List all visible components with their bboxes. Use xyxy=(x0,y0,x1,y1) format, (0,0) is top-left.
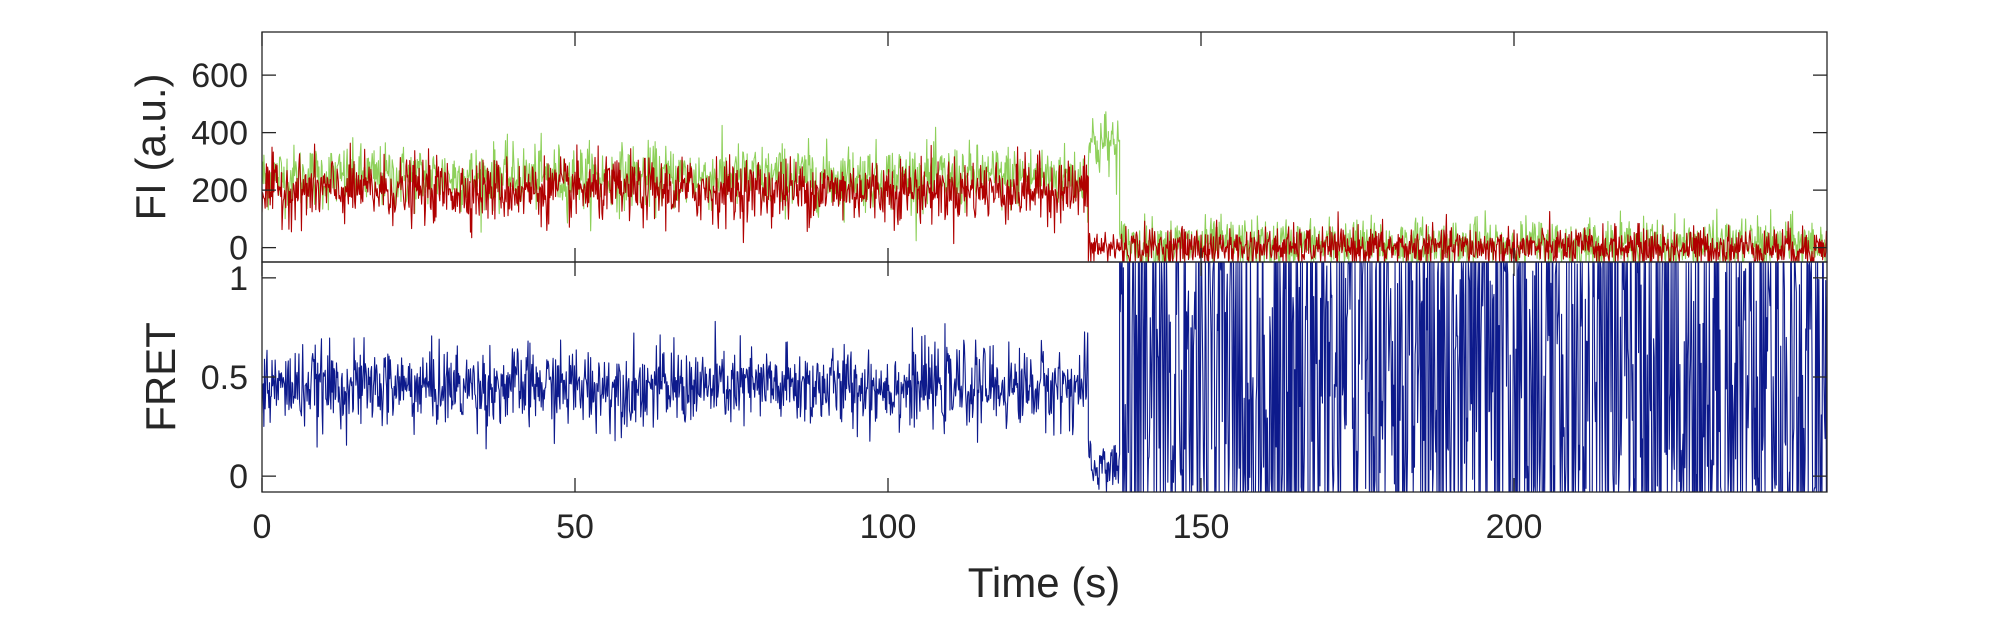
top-series-line-1 xyxy=(262,142,1827,262)
top-y-tick-label: 600 xyxy=(191,57,248,95)
top-series-line-0 xyxy=(262,111,1827,262)
time-x-ticks: 0 50 100 150 200 xyxy=(253,32,1543,546)
x-tick-label: 150 xyxy=(1173,508,1230,546)
fluorescence-axes-frame xyxy=(261,31,1828,263)
top-y-tick-label: 200 xyxy=(191,172,248,210)
bottom-y-tick-label: 0.5 xyxy=(201,359,248,397)
fluorescence-y-ticks: 0 200 400 600 xyxy=(191,57,1827,268)
fret-y-ticks: 00.51 xyxy=(201,260,1827,496)
top-y-tick-label: 0 xyxy=(229,230,248,268)
fret-y-axis-title: FRET xyxy=(137,322,184,432)
bottom-y-tick-label: 0 xyxy=(229,458,248,496)
top-y-tick-label: 400 xyxy=(191,115,248,153)
time-x-axis-title: Time (s) xyxy=(968,559,1120,606)
bottom-series-line-0 xyxy=(262,262,1827,492)
fluorescence-series xyxy=(262,111,1827,262)
fluorescence-y-axis-title: FI (a.u.) xyxy=(127,73,174,220)
fluorescence-panel: 0 200 400 600 FI (a.u.) xyxy=(127,31,1828,268)
x-tick-label: 100 xyxy=(860,508,917,546)
fret-panel: 00.51 0 50 100 150 200 FRET Time (s) xyxy=(137,32,1828,606)
x-tick-label: 0 xyxy=(253,508,272,546)
x-tick-label: 200 xyxy=(1486,508,1543,546)
bottom-y-tick-label: 1 xyxy=(229,260,248,298)
fret-series xyxy=(262,262,1827,492)
x-tick-label: 50 xyxy=(556,508,594,546)
